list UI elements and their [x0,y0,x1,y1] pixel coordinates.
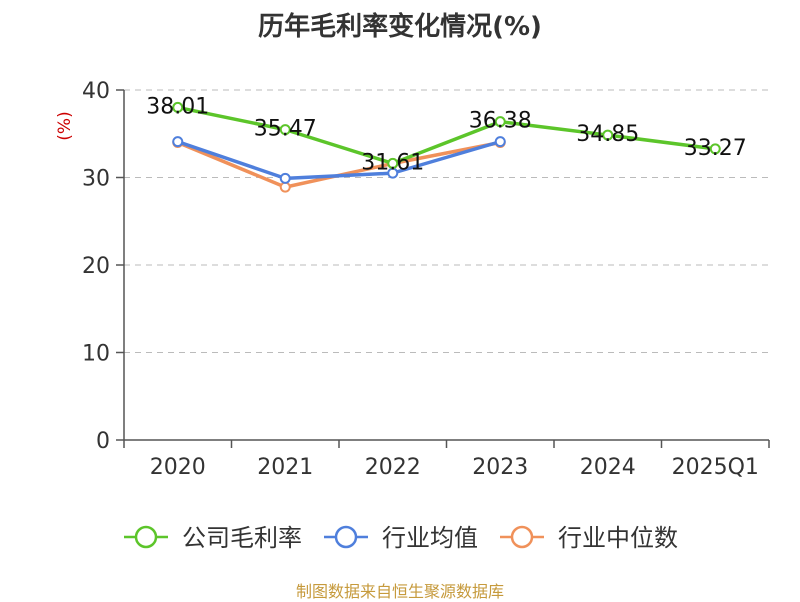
legend-marker [334,525,358,549]
chart-title: 历年毛利率变化情况(%) [258,12,542,42]
data-point [602,129,614,141]
data-point [387,157,399,169]
legend-label: 行业中位数 [558,524,678,552]
series-line [177,140,501,189]
data-label: 34.85 [576,122,639,147]
x-tick-label: 2025Q1 [672,455,759,480]
data-point [494,136,506,148]
data-label: 35.47 [254,117,317,142]
data-point [279,124,291,136]
y-tick-label: 0 [96,429,110,454]
data-label: 36.38 [469,109,532,134]
data-point [172,101,184,113]
data-point [279,181,291,193]
legend-marker [510,525,534,549]
data-point [172,136,184,148]
series-line [177,139,501,181]
data-label: 33.27 [684,136,747,161]
x-tick-label: 2020 [150,455,206,480]
x-tick-label: 2022 [365,455,421,480]
data-label: 38.01 [146,94,209,119]
y-tick-label: 20 [82,254,110,279]
y-tick-label: 30 [82,167,110,192]
legend-label: 公司毛利率 [182,524,302,552]
data-label: 31.61 [361,150,424,175]
data-point [494,116,506,128]
y-tick-label: 10 [82,342,110,367]
legend-label: 行业均值 [382,524,478,552]
x-tick-label: 2023 [472,455,528,480]
x-tick-label: 2024 [580,455,636,480]
x-tick-label: 2021 [257,455,313,480]
series-line [177,105,716,166]
y-axis-label: (%) [55,111,75,140]
legend-marker [134,525,158,549]
source-note: 制图数据来自恒生聚源数据库 [295,582,504,601]
data-point [279,172,291,184]
data-point [709,143,721,155]
y-tick-label: 40 [82,79,110,104]
